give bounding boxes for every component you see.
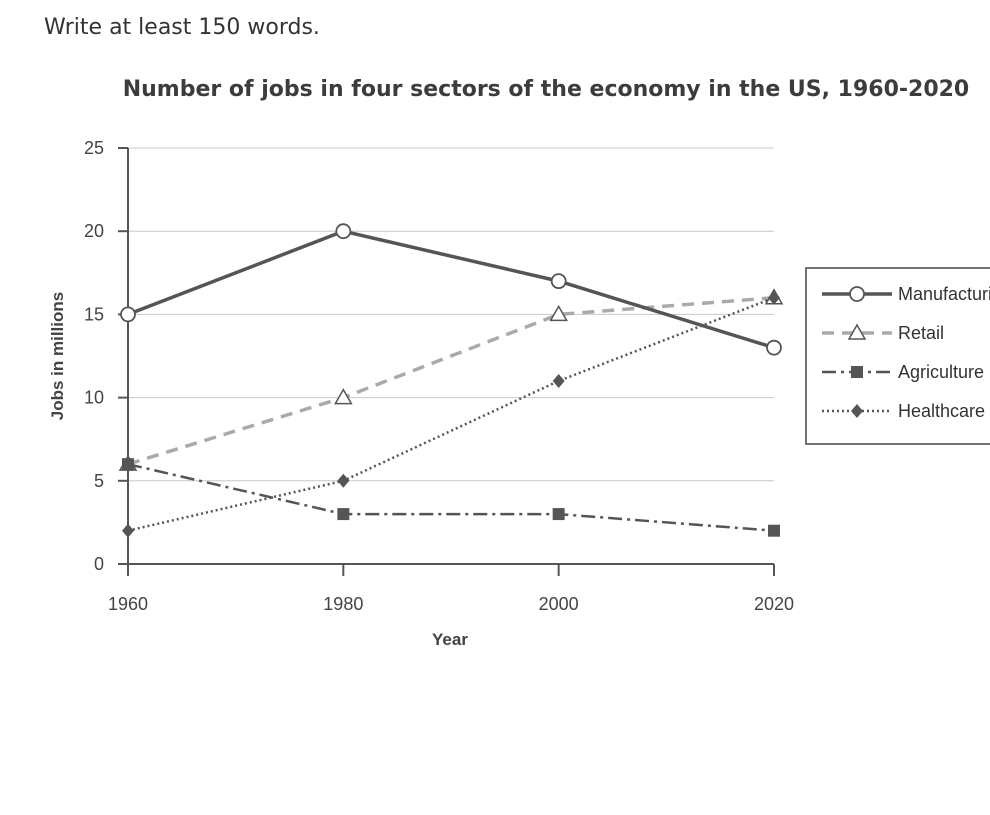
series-manufacturing	[120, 223, 782, 356]
series-retail	[118, 288, 784, 471]
y-tick-label: 15	[84, 304, 104, 324]
point-marker-triangle	[847, 323, 867, 340]
point-marker-square	[851, 366, 863, 378]
y-tick-label: 10	[84, 388, 104, 408]
y-tick-label: 5	[94, 471, 104, 491]
x-axis-title: Year	[432, 630, 468, 649]
legend-label-retail: Retail	[898, 323, 944, 343]
point-marker-square	[337, 508, 350, 521]
chart-series	[118, 223, 784, 538]
chart-axes: 0 5 10 15 20 25 1960 1980 2000 2020	[84, 138, 794, 614]
y-tick-label: 25	[84, 138, 104, 158]
y-tick-label: 0	[94, 554, 104, 574]
point-marker-diamond	[122, 523, 134, 538]
point-marker-triangle	[549, 304, 568, 322]
y-axis-title: Jobs in millions	[48, 292, 67, 420]
x-tick-label: 2000	[539, 594, 579, 614]
point-marker-diamond	[552, 373, 565, 388]
point-marker-diamond	[337, 473, 350, 488]
chart-legend: Manufacturing Retail Agriculture Healthcare	[805, 267, 990, 445]
legend-label-healthcare: Healthcare	[898, 401, 985, 421]
instruction-text: Write at least 150 words.	[44, 15, 320, 40]
point-marker-square	[122, 458, 134, 471]
series-agriculture	[122, 458, 780, 537]
point-marker-square	[552, 508, 565, 521]
series-line-healthcare	[127, 296, 775, 532]
point-marker-circle	[766, 339, 782, 356]
point-marker-circle	[550, 273, 567, 290]
point-marker-circle	[335, 223, 352, 240]
point-marker-triangle	[334, 388, 353, 405]
series-healthcare	[122, 290, 780, 538]
point-marker-square	[768, 524, 780, 537]
legend-box	[805, 267, 990, 445]
y-tick-label: 20	[84, 221, 104, 241]
grid-lines	[128, 147, 774, 482]
legend-label-agriculture: Agriculture	[898, 362, 984, 382]
point-marker-circle	[849, 286, 865, 302]
legend-label-manufacturing: Manufacturing	[898, 284, 990, 304]
series-line-manufacturing	[127, 229, 775, 350]
series-line-agriculture	[127, 462, 775, 532]
x-tick-label: 1980	[323, 594, 363, 614]
point-marker-diamond	[851, 404, 863, 418]
chart-title: Number of jobs in four sectors of the ec…	[122, 77, 970, 102]
x-tick-label: 1960	[108, 594, 148, 614]
point-marker-diamond	[768, 290, 780, 305]
point-marker-circle	[120, 306, 136, 323]
series-line-retail	[127, 296, 775, 466]
x-tick-label: 2020	[754, 594, 794, 614]
